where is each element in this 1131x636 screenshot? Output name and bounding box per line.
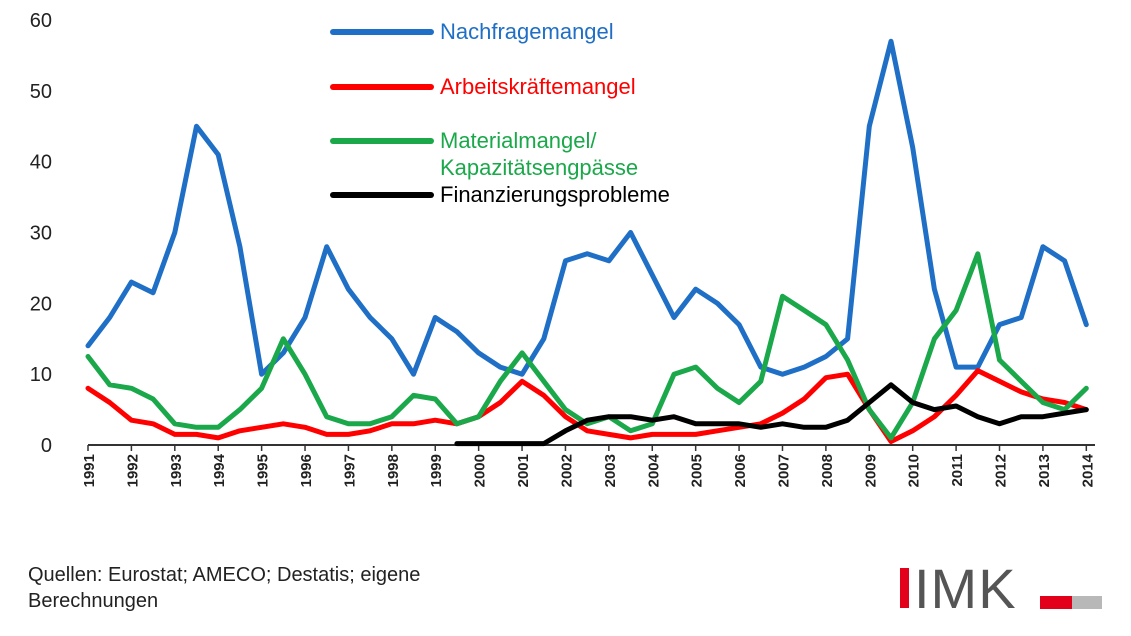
legend-label: Finanzierungsprobleme xyxy=(440,182,670,207)
x-tick-label: 2002 xyxy=(558,454,575,487)
x-tick-label: 1991 xyxy=(81,454,98,487)
x-tick-label: 1993 xyxy=(168,454,185,487)
legend-label: Materialmangel/ Kapazitätsengpässe xyxy=(440,128,639,180)
legend-item: Arbeitskräftemangel xyxy=(330,73,636,100)
legend-label: Nachfragemangel xyxy=(440,19,614,44)
series-line xyxy=(85,251,1089,441)
legend-item: Nachfragemangel xyxy=(330,18,614,45)
y-tick-label: 50 xyxy=(30,81,52,103)
y-tick-label: 60 xyxy=(30,10,52,32)
legend-label: Arbeitskräftemangel xyxy=(440,74,636,99)
x-tick-label: 1994 xyxy=(211,453,228,487)
legend-item: Materialmangel/ Kapazitätsengpässe xyxy=(330,127,638,181)
series-line xyxy=(85,38,1089,377)
logo-block-grey xyxy=(1072,596,1102,609)
x-tick-label: 2014 xyxy=(1079,453,1096,487)
x-tick-label: 1997 xyxy=(341,454,358,487)
logo: IMK xyxy=(880,557,1110,620)
source-note: Quellen: Eurostat; AMECO; Destatis; eige… xyxy=(28,564,421,612)
y-tick-label: 20 xyxy=(30,293,52,315)
x-tick-label: 2006 xyxy=(732,454,749,487)
logo-text: IMK xyxy=(914,557,1017,620)
x-tick-label: 1996 xyxy=(298,454,315,487)
legend-swatch xyxy=(330,84,434,90)
y-tick-label: 0 xyxy=(41,435,52,457)
x-tick-label: 1995 xyxy=(255,454,272,487)
series-line xyxy=(454,382,1089,447)
x-tick-label: 2007 xyxy=(775,454,792,487)
x-tick-label: 2000 xyxy=(472,454,489,487)
chart: 0 10 20 30 40 50 60 1991 1992 1993 1994 1995 1996 199… xyxy=(30,10,1097,487)
legend-swatch xyxy=(330,192,434,198)
x-tick-label: 1998 xyxy=(385,454,402,487)
y-tick-label: 10 xyxy=(30,364,52,386)
logo-bar xyxy=(900,568,909,608)
legend-swatch xyxy=(330,138,434,144)
x-tick-label: 2012 xyxy=(993,454,1010,487)
x-tick-label: 2004 xyxy=(645,453,662,487)
y-tick-label: 30 xyxy=(30,223,52,245)
x-tick-label: 2003 xyxy=(602,454,619,487)
x-tick-label: 2001 xyxy=(515,454,532,487)
logo-block-red xyxy=(1040,596,1072,609)
x-tick-label: 1992 xyxy=(124,454,141,487)
series-line xyxy=(85,368,1089,444)
legend-swatch xyxy=(330,29,434,35)
x-tick-label: 2013 xyxy=(1036,454,1053,487)
x-tick-label: 1999 xyxy=(428,454,445,487)
y-tick-label: 40 xyxy=(30,152,52,174)
x-tick-label: 2009 xyxy=(862,454,879,487)
x-tick-label: 2011 xyxy=(949,454,966,487)
x-tick-label: 2010 xyxy=(906,454,923,487)
x-tick-label: 2005 xyxy=(689,454,706,487)
legend-item: Finanzierungsprobleme xyxy=(330,181,670,208)
x-tick-label: 2008 xyxy=(819,454,836,487)
